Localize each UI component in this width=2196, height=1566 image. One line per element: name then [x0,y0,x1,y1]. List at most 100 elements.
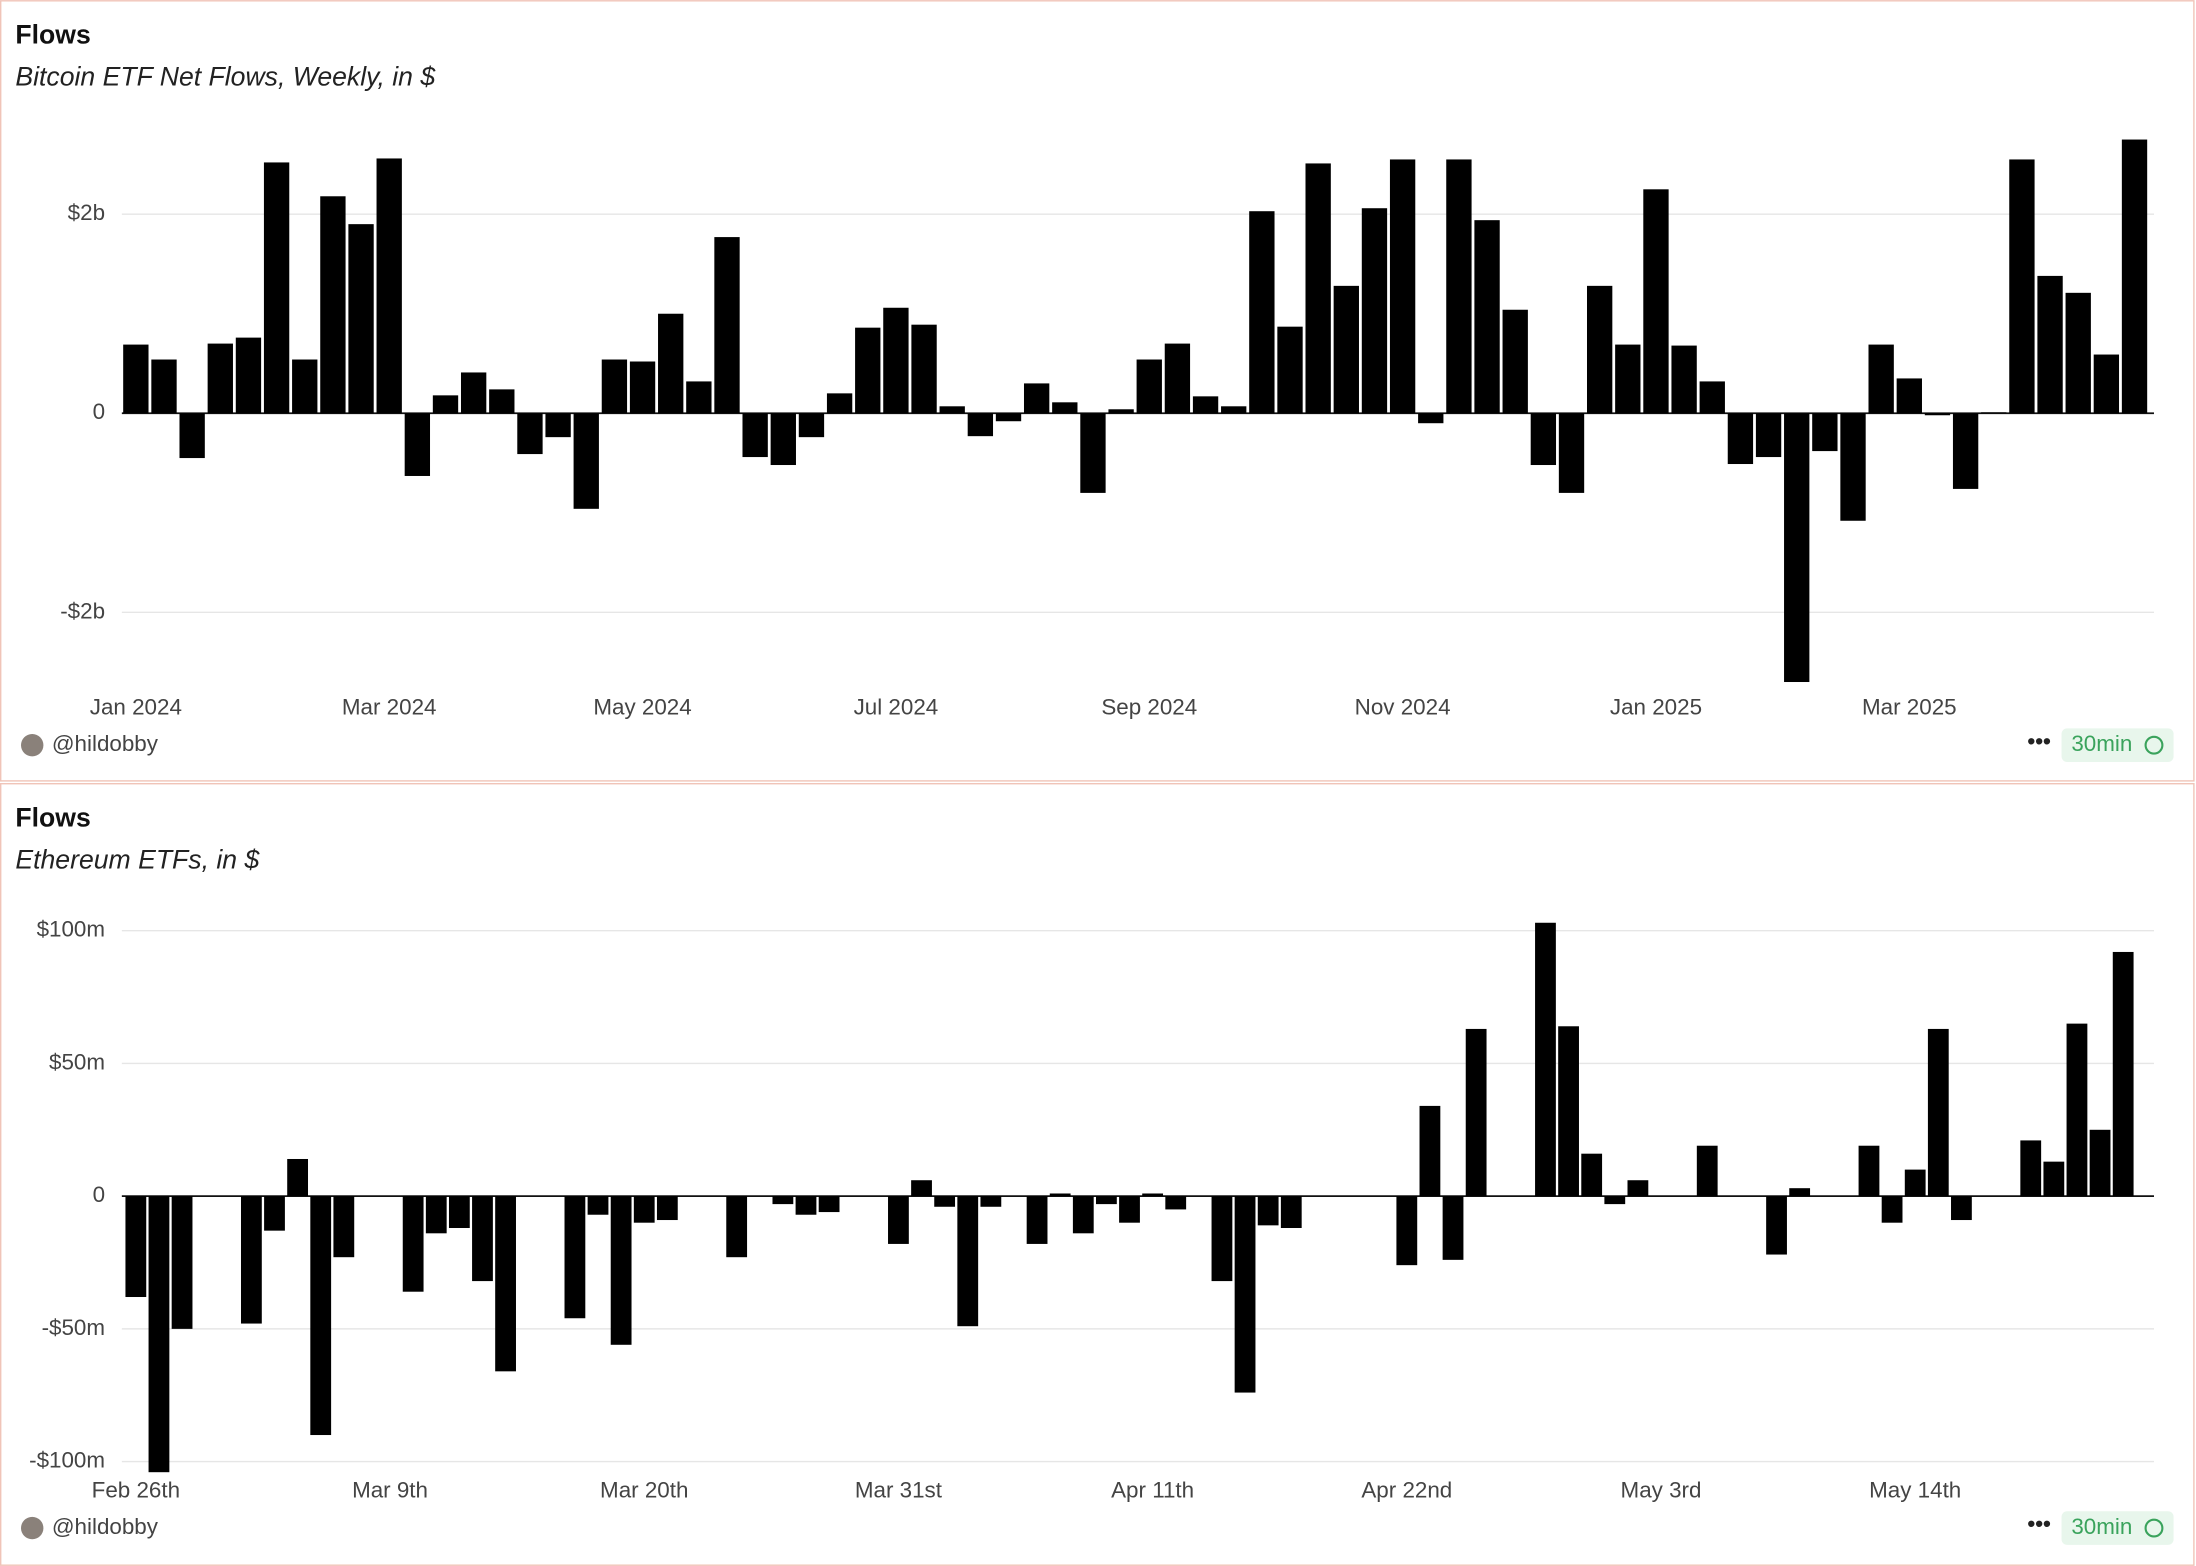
bar [995,413,1022,422]
x-tick-label: Mar 2025 [1862,695,1957,720]
bar [148,1196,170,1473]
bar [517,413,543,455]
bar [207,343,233,414]
author[interactable]: @hildobby [52,731,159,756]
bar [1108,409,1134,414]
bar [742,413,768,458]
bar [1904,1169,1926,1197]
bar [1234,1196,1256,1393]
bar [1465,1028,1487,1197]
y-tick-label: $50m [49,1049,105,1074]
bar [179,413,205,459]
bar [1249,211,1275,414]
bar [967,413,994,437]
x-tick-label: Jan 2024 [90,695,182,720]
bar [2121,139,2148,414]
chart-title: Flows [15,802,90,832]
bar [1052,402,1078,414]
bar [1604,1196,1626,1205]
bar [448,1196,470,1229]
bar [1333,285,1359,414]
chart-subtitle: Bitcoin ETF Net Flows, Weekly, in $ [15,62,436,92]
refresh-badge[interactable] [2061,1511,2174,1545]
x-tick-label: Mar 9th [352,1478,428,1503]
bar [1280,1196,1302,1229]
bar [1164,343,1191,414]
bar [629,361,656,414]
bar [934,1196,956,1207]
bar [888,1196,909,1244]
bar [1136,359,1162,414]
bar [1389,159,1416,414]
bar [686,381,712,414]
bar [1881,1196,1903,1223]
bar [957,1196,979,1327]
bar [2037,275,2063,414]
bar [980,1196,1002,1207]
bar [1615,344,1641,414]
bar [2043,1161,2065,1197]
x-tick-label: Apr 11th [1111,1478,1194,1503]
bar [772,1196,794,1205]
bar [795,1196,817,1215]
bar [855,327,881,414]
bar [601,359,628,414]
y-tick-label: $2b [68,200,105,225]
bar [826,393,853,414]
bar [573,413,599,509]
bar [432,395,459,414]
panel [0,783,2195,1566]
bar [1981,412,2007,414]
bar [1766,1196,1787,1255]
bar [770,413,796,466]
bar [1502,309,1528,414]
author[interactable]: @hildobby [52,1514,159,1539]
x-tick-label: Jul 2024 [854,695,939,720]
bar [1868,344,1894,414]
bar [1558,1026,1579,1197]
bar [1096,1196,1117,1205]
bar [151,359,177,414]
x-tick-label: Apr 22nd [1361,1478,1452,1503]
bar [1755,413,1782,458]
more-menu[interactable]: ••• [2027,1511,2051,1536]
bar [1221,406,1247,414]
bar [714,237,740,414]
bar [658,313,684,414]
bar [264,1196,285,1231]
x-tick-label: Mar 2024 [342,695,437,720]
bar [1924,413,1951,416]
bar [404,413,431,476]
bar [1192,396,1219,414]
bar [240,1196,262,1324]
bar [2089,1129,2111,1197]
bar [1952,413,1979,489]
y-tick-label: 0 [93,399,105,424]
bar [1211,1196,1233,1282]
bar [460,372,487,414]
chart-subtitle: Ethereum ETFs, in $ [15,844,260,874]
x-tick-label: Nov 2024 [1355,695,1451,720]
bar [1896,378,1922,414]
bar [726,1196,748,1258]
refresh-badge[interactable] [2061,728,2174,762]
author-avatar [21,733,44,757]
bar [125,1196,147,1298]
bar [2093,354,2120,414]
bar [656,1196,678,1221]
bar [310,1196,332,1436]
bar [1558,413,1585,493]
bar [1080,413,1106,493]
bar [171,1196,193,1329]
more-menu[interactable]: ••• [2027,728,2051,753]
bar [1474,220,1500,414]
bar [1049,1193,1071,1197]
y-tick-label: -$50m [42,1315,105,1340]
refresh-label: 30min [2071,731,2132,756]
bar [1142,1193,1164,1197]
bar [287,1158,309,1197]
bar [1581,1153,1603,1197]
bar [1812,413,1838,452]
